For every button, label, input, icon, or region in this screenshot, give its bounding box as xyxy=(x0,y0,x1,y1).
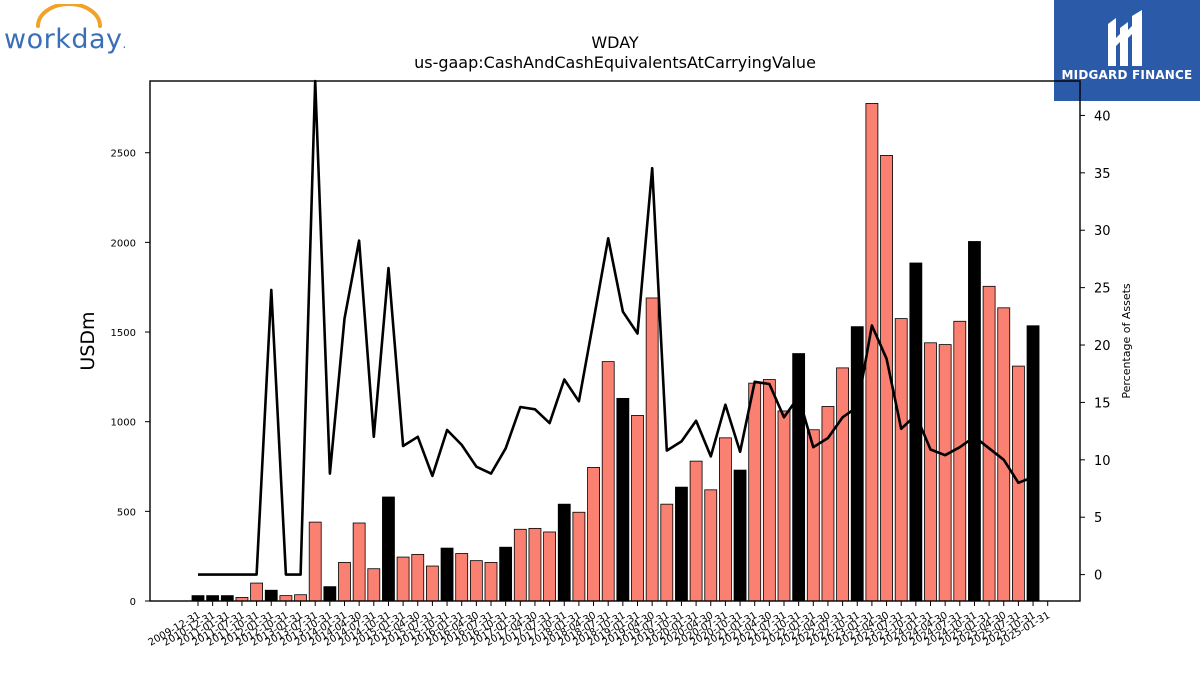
chart-subtitle: us-gaap:CashAndCashEquivalentsAtCarrying… xyxy=(414,53,816,72)
bar xyxy=(528,527,542,602)
y2-tick-label: 5 xyxy=(1094,511,1102,526)
workday-logo-text: workday. xyxy=(4,24,127,55)
bar xyxy=(455,553,469,602)
bar xyxy=(587,467,600,602)
plot-frame xyxy=(149,80,1081,602)
bar xyxy=(894,318,908,602)
bar xyxy=(382,496,395,602)
bar xyxy=(220,595,234,602)
bar xyxy=(689,460,703,602)
bar xyxy=(572,511,586,602)
y-ticks: 0 500 1000 1500 2000 2500 xyxy=(111,149,150,608)
chart-title: WDAY xyxy=(591,33,639,52)
bar xyxy=(792,353,806,602)
pct-assets-line xyxy=(198,79,1034,576)
y-tick-label: 1000 xyxy=(111,418,136,429)
bar xyxy=(323,586,337,602)
logo-arc-icon xyxy=(36,4,102,28)
bar xyxy=(1026,325,1040,602)
midgard-mark-icon xyxy=(1108,10,1142,66)
bar xyxy=(645,297,659,602)
bar xyxy=(396,556,410,602)
midgard-finance-logo: MIDGARD FINANCE xyxy=(1054,0,1200,101)
y2-tick-label: 0 xyxy=(1094,569,1102,584)
y-tick-label: 500 xyxy=(117,507,136,518)
bars-group xyxy=(191,103,1040,602)
bar xyxy=(909,262,923,602)
midgard-logo-text: MIDGARD FINANCE xyxy=(1061,68,1193,82)
bar xyxy=(704,489,718,602)
bar xyxy=(821,406,835,602)
bar xyxy=(968,241,981,602)
y2-tick-label: 20 xyxy=(1094,339,1111,354)
y2-tick-label: 35 xyxy=(1094,167,1111,182)
bar xyxy=(631,415,644,602)
y-tick-label: 1500 xyxy=(111,328,136,339)
x-ticks: 2009-12-312010-12-312011-01-312011-07-31… xyxy=(147,601,1052,649)
bar xyxy=(250,582,264,602)
y2-tick-label: 15 xyxy=(1094,396,1111,411)
bar xyxy=(206,595,220,602)
y2-axis-label: Percentage of Assets xyxy=(1120,283,1133,399)
bar xyxy=(616,397,630,602)
bar xyxy=(762,379,776,602)
y2-ticks: 0 5 10 15 20 25 30 35 40 xyxy=(1080,109,1111,584)
bar xyxy=(264,589,278,602)
bar xyxy=(777,410,791,602)
y-axis-label: USDm xyxy=(77,311,99,370)
bar xyxy=(660,503,674,602)
bar xyxy=(308,521,322,602)
bar xyxy=(601,361,615,602)
bar xyxy=(352,522,366,602)
y-tick-label: 2000 xyxy=(111,238,136,249)
y2-tick-label: 30 xyxy=(1094,224,1111,239)
bar xyxy=(425,565,439,602)
bar xyxy=(338,562,351,602)
bar xyxy=(675,486,688,602)
y-tick-label: 2500 xyxy=(111,149,136,160)
bar xyxy=(367,568,381,602)
bar xyxy=(557,503,571,602)
bar xyxy=(499,546,513,602)
bar xyxy=(440,547,454,602)
y2-tick-label: 10 xyxy=(1094,454,1111,469)
bar xyxy=(850,326,864,602)
bar xyxy=(411,553,425,602)
workday-logo: workday. xyxy=(4,4,136,58)
bar xyxy=(748,382,762,602)
bar xyxy=(924,342,937,602)
bar xyxy=(191,595,205,602)
bar xyxy=(719,437,732,602)
bar xyxy=(513,528,527,602)
bar xyxy=(279,595,293,602)
bar xyxy=(938,344,952,602)
bar xyxy=(953,320,967,602)
bar xyxy=(543,531,556,602)
y2-tick-label: 40 xyxy=(1094,109,1111,124)
bar xyxy=(836,367,849,602)
bar xyxy=(294,594,307,602)
bar xyxy=(733,469,747,602)
y2-tick-label: 25 xyxy=(1094,282,1111,297)
bar xyxy=(469,560,483,602)
bar xyxy=(806,429,820,602)
bar xyxy=(484,562,498,602)
y-tick-label: 0 xyxy=(130,597,136,608)
bar xyxy=(997,307,1011,602)
